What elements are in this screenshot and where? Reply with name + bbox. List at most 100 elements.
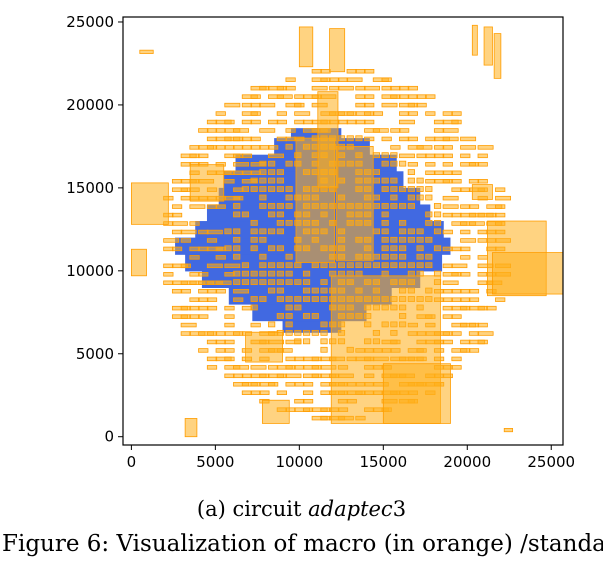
macro-block [268,382,279,387]
macro-block [477,145,494,150]
macro-block [233,270,241,277]
macro-block [311,287,319,294]
macro-block [276,373,287,379]
macro-block [224,356,235,362]
macro-block [198,229,209,235]
macro-block [381,245,389,252]
macro-block [224,145,235,150]
macro-block [407,102,418,108]
macro-block [407,236,415,243]
macro-block [320,346,328,353]
macro-block [206,356,218,362]
subfigure-caption-prefix: (a) circuit [196,497,309,521]
macro-block [451,246,462,252]
macro-block [189,314,200,319]
macro-block [250,94,261,99]
y-tick-label: 15000 [66,179,114,197]
macro-block [495,187,506,192]
macro-block [372,169,381,175]
macro-block [268,160,276,167]
y-tick-label: 5000 [76,345,114,363]
macro-block [407,177,415,184]
macro-block [163,238,180,243]
macro-block [329,262,337,269]
macro-block [285,279,293,285]
macro-block [259,262,267,269]
macro-block [381,219,389,226]
macro-block [399,85,410,91]
macro-block [259,270,267,277]
macro-block [206,119,218,125]
macro-block [215,111,226,116]
macro-block [215,255,226,260]
macro-block [433,128,445,133]
figure-caption: Figure 6: Visualization of macro (in ora… [2,531,603,557]
macro-block [425,94,436,99]
macro-block [250,236,258,243]
macro-block [241,305,253,311]
macro-block [460,246,471,252]
macro-block [171,212,183,218]
macro-block [477,153,488,159]
macro-block [285,128,296,133]
macro-block [224,245,232,252]
macro-block [311,356,322,362]
macro-block [407,111,418,116]
macro-block [259,128,276,133]
x-tick-label: 20000 [443,453,491,471]
macro-block [285,313,293,319]
macro-block [382,363,451,424]
macro-block [390,145,401,150]
macro-block [442,331,453,336]
macro-block [276,313,284,319]
macro-block [460,255,471,260]
macro-block [460,204,471,209]
macro-block [425,153,436,159]
macro-block [416,186,424,192]
macro-blocks-layer [130,24,563,438]
macro-block [451,365,462,370]
macro-block [215,288,226,294]
macro-block [355,262,363,269]
macro-block [416,145,433,150]
macro-block [477,238,488,243]
macro-block [189,221,200,226]
macro-block [372,228,381,235]
plot-frame [122,16,564,446]
macro-block [241,119,253,125]
macro-block [206,339,218,345]
macro-block [442,136,459,142]
macro-block [468,288,480,294]
macro-block [425,194,433,201]
macro-block [198,272,209,277]
macro-block [224,339,235,345]
macro-block [130,248,147,277]
macro-block [206,229,223,235]
macro-block [442,153,453,159]
macro-block [302,270,311,277]
macro-block [399,186,407,192]
macro-block [206,128,218,133]
macro-block [320,296,328,302]
macro-block [416,153,427,159]
macro-block [346,270,354,277]
macro-block [337,270,346,277]
macro-block [425,170,436,175]
macro-block [294,279,302,285]
macro-block [337,85,354,91]
macro-block [298,26,314,68]
macro-block [250,111,261,116]
macro-block [468,162,480,167]
macro-block [302,119,314,125]
macro-block [302,390,314,395]
macro-block [276,94,293,99]
macro-block [285,382,296,387]
x-tick-label: 25000 [527,453,575,471]
macro-block [224,322,235,328]
macro-block [250,136,261,142]
macro-block [285,160,293,167]
macro-block [285,321,293,328]
macro-block [268,145,279,150]
macro-block [259,390,270,395]
scatter-plot: 0 5000 10000 15000 20000 25000 0 5000 10000 1500… [66,13,575,471]
